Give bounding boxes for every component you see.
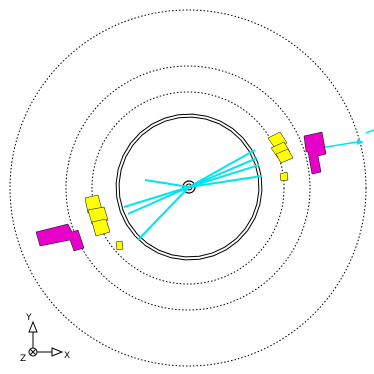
inner-dotted-ring <box>91 91 285 285</box>
calorimeter-cell <box>91 218 111 237</box>
muon-track <box>319 129 374 149</box>
tracker-outer-boundary <box>115 113 263 261</box>
track <box>127 186 190 215</box>
y-axis-label: Y <box>25 313 32 323</box>
track <box>144 179 190 188</box>
muon-chamber-right <box>303 131 327 175</box>
axis-indicator <box>28 320 64 357</box>
middle-ring <box>65 65 311 311</box>
tracker-inner-boundary <box>118 116 260 258</box>
track <box>188 175 263 188</box>
calorimeter-cell <box>115 240 124 251</box>
x-axis-label: X <box>64 351 70 361</box>
track <box>137 186 190 241</box>
track <box>123 186 190 208</box>
tracks <box>123 149 263 241</box>
track <box>188 157 258 188</box>
z-axis-label: Z <box>20 354 26 364</box>
calorimeter-hits-right <box>267 131 294 182</box>
calorimeter-hits-left <box>84 194 124 251</box>
outer-muon-ring <box>9 9 367 367</box>
muon-chamber-hits <box>35 131 327 252</box>
track <box>188 149 256 188</box>
calorimeter-cell <box>275 148 294 164</box>
calorimeter-cell <box>279 171 289 182</box>
track <box>188 164 260 188</box>
muon-chamber-left <box>35 223 85 252</box>
